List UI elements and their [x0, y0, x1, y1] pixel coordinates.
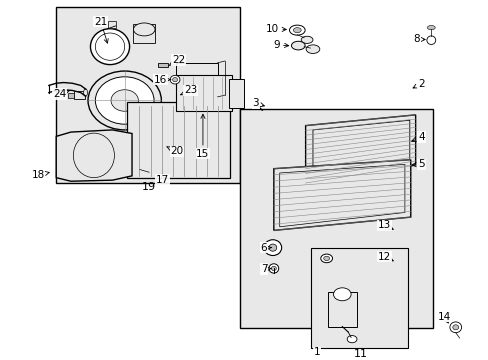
Ellipse shape [264, 240, 281, 256]
Text: 2: 2 [412, 78, 424, 89]
Text: 7: 7 [260, 264, 270, 274]
Ellipse shape [118, 139, 165, 170]
Text: 12: 12 [377, 252, 392, 262]
Ellipse shape [333, 288, 350, 301]
Ellipse shape [449, 322, 461, 333]
Text: 20: 20 [166, 147, 183, 157]
Text: 23: 23 [180, 85, 197, 95]
Bar [139, 172, 148, 176]
Ellipse shape [271, 266, 276, 271]
Ellipse shape [83, 89, 87, 96]
Text: 13: 13 [377, 220, 392, 230]
Ellipse shape [111, 90, 138, 111]
Ellipse shape [320, 254, 332, 263]
Ellipse shape [90, 29, 129, 64]
Bar [74, 91, 85, 99]
Bar [107, 21, 116, 28]
Text: 10: 10 [266, 24, 285, 35]
Bar [228, 79, 243, 108]
Ellipse shape [301, 36, 312, 44]
Bar [133, 24, 155, 43]
Bar [176, 63, 217, 97]
Text: 8: 8 [412, 35, 424, 45]
Ellipse shape [323, 256, 329, 261]
Ellipse shape [426, 36, 435, 45]
Text: 18: 18 [31, 170, 49, 180]
Bar [176, 75, 232, 111]
Text: 22: 22 [168, 55, 185, 66]
Text: 3: 3 [252, 98, 264, 108]
Ellipse shape [346, 336, 356, 343]
Ellipse shape [289, 25, 305, 35]
Text: 15: 15 [196, 114, 209, 159]
Text: 5: 5 [411, 159, 424, 169]
Ellipse shape [95, 77, 154, 124]
Ellipse shape [88, 71, 161, 130]
Ellipse shape [427, 26, 434, 30]
Polygon shape [68, 93, 74, 98]
Ellipse shape [305, 45, 319, 54]
Text: 21: 21 [94, 17, 108, 43]
Text: 19: 19 [142, 182, 156, 192]
Bar [127, 102, 229, 177]
Bar [158, 63, 167, 67]
Ellipse shape [268, 244, 276, 251]
Polygon shape [273, 160, 410, 230]
Ellipse shape [293, 28, 301, 33]
Text: 4: 4 [411, 132, 424, 142]
Polygon shape [305, 115, 415, 183]
Bar [327, 292, 356, 327]
Text: 16: 16 [153, 75, 170, 85]
Text: 24: 24 [53, 89, 69, 99]
Ellipse shape [291, 41, 305, 50]
Bar [310, 248, 407, 348]
Ellipse shape [268, 264, 278, 273]
Text: 1: 1 [313, 347, 320, 357]
Ellipse shape [172, 77, 177, 82]
Text: 6: 6 [260, 243, 270, 253]
Text: 14: 14 [436, 311, 450, 323]
Bar [239, 109, 432, 328]
Text: 9: 9 [273, 40, 288, 50]
Text: 17: 17 [155, 174, 169, 185]
Text: 11: 11 [353, 349, 366, 359]
Ellipse shape [170, 75, 180, 84]
Polygon shape [56, 130, 132, 181]
Ellipse shape [133, 23, 155, 36]
Bar [56, 7, 239, 183]
Ellipse shape [452, 325, 458, 330]
